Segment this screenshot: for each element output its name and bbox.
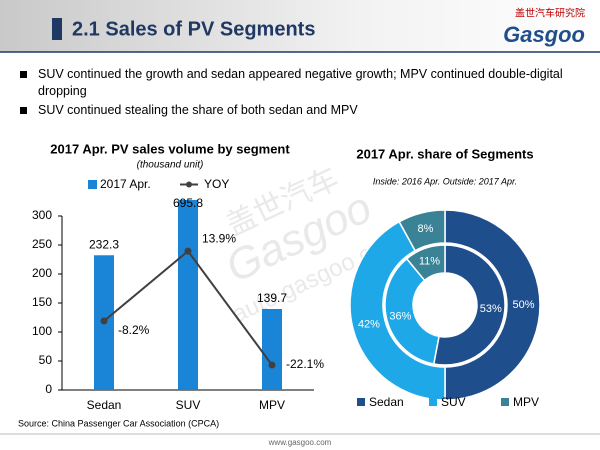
chart-subtitle: (thousand unit) [137, 160, 204, 171]
y-tick-label: 0 [45, 382, 52, 396]
y-tick-label: 300 [32, 208, 52, 222]
data-label: 53% [480, 303, 502, 315]
legend-label: Sedan [369, 395, 404, 409]
data-label: 232.3 [89, 237, 119, 251]
header-accent [52, 18, 62, 40]
data-label: 36% [389, 310, 411, 322]
bar [262, 308, 282, 390]
pie-slice [432, 244, 506, 366]
page-title: 2.1 Sales of PV Segments [72, 18, 315, 40]
x-tick-label: Sedan [87, 398, 122, 412]
source: Source: China Passenger Car Association … [18, 418, 219, 428]
logo-cn: 盖世汽车研究院 [515, 7, 585, 20]
legend-label: YOY [204, 177, 229, 191]
point [268, 361, 276, 369]
y-tick-label: 200 [32, 266, 52, 280]
plot-area [94, 200, 282, 390]
legend-marker [186, 181, 192, 188]
pie-slice [444, 209, 541, 401]
data-label: 42% [358, 318, 380, 330]
pie-slice [349, 220, 446, 401]
point [100, 317, 108, 325]
y-tick-label: 250 [32, 237, 52, 251]
legend-label: SUV [441, 395, 466, 409]
chart-title: 2017 Apr. share of Segments [356, 146, 533, 161]
legend-swatch [88, 180, 97, 189]
y-tick-label: 100 [32, 324, 52, 338]
x-tick-label: SUV [176, 398, 201, 412]
footer: www.gasgoo.com [268, 438, 332, 447]
pie-slice [405, 244, 446, 282]
y-tick-label: 50 [39, 353, 53, 367]
y-tick-label: 150 [32, 295, 52, 309]
bullet: SUV continued stealing the share of both… [18, 102, 600, 119]
legend-label: 2017 Apr. [100, 177, 151, 191]
data-label: 13.9% [202, 231, 236, 245]
data-label: 8% [418, 223, 434, 235]
logo: Gasgoo [503, 22, 585, 47]
data-label: 139.7 [257, 291, 287, 305]
pie-slice [384, 257, 440, 365]
chart-subtitle: Inside: 2016 Apr. Outside: 2017 Apr. [373, 176, 517, 186]
bar [178, 200, 198, 390]
legend-swatch [501, 398, 509, 406]
bullet: SUV continued the growth and sedan appea… [18, 66, 600, 100]
legend-label: MPV [513, 395, 539, 409]
data-label: -8.2% [118, 323, 150, 337]
data-label: -22.1% [286, 357, 324, 371]
pie-slice [398, 209, 446, 252]
data-label: 11% [419, 256, 440, 268]
header-bar [0, 0, 600, 52]
chart-title: 2017 Apr. PV sales volume by segment [50, 141, 290, 156]
data-label: 695.8 [173, 196, 203, 210]
legend-swatch [429, 398, 437, 406]
point [184, 247, 192, 255]
x-tick-label: MPV [259, 398, 285, 412]
watermark: 盖世汽车 Gasgoo auto.gasgoo.com [219, 162, 407, 328]
legend-swatch [357, 398, 365, 406]
data-label: 50% [512, 299, 534, 311]
